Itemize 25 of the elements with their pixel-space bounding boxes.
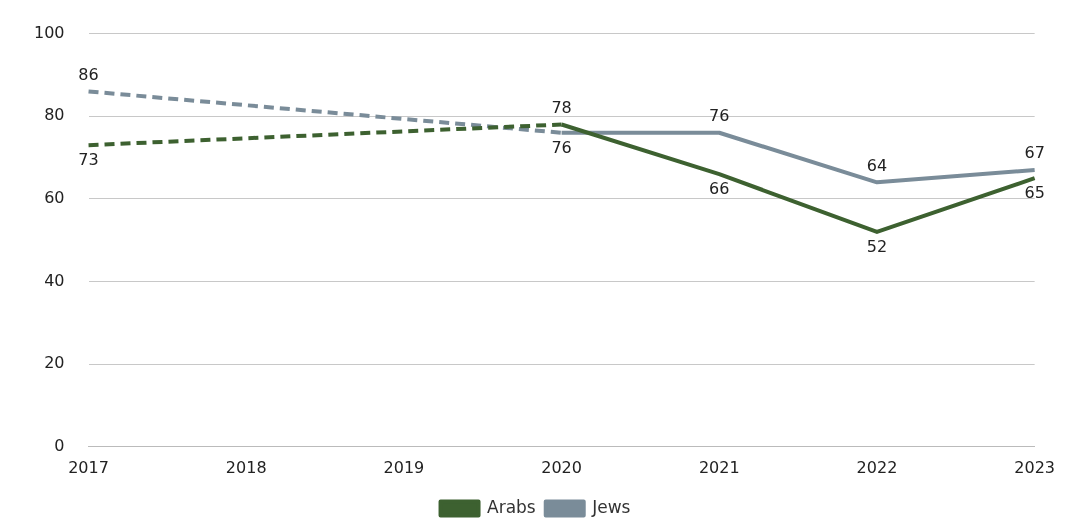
x-tick-label: 2021: [698, 457, 740, 477]
data-label: 78: [551, 97, 572, 117]
data-label: 52: [866, 237, 888, 257]
y-tick-label: 100: [33, 22, 65, 42]
x-tick-label: 2020: [541, 457, 582, 477]
y-tick-label: 60: [44, 188, 65, 208]
x-tick-label: 2022: [856, 457, 898, 477]
legend-label: Arabs: [487, 496, 536, 517]
x-tick-label: 2023: [1014, 457, 1055, 477]
x-tick-label: 2019: [383, 457, 425, 477]
data-label: 66: [709, 179, 730, 199]
y-tick-label: 40: [44, 270, 65, 290]
data-label: 86: [78, 64, 99, 84]
x-tick-label: 2017: [68, 457, 109, 477]
data-label: 64: [866, 155, 888, 175]
legend-label: Jews: [591, 496, 631, 517]
data-label: 65: [1024, 183, 1045, 203]
y-tick-label: 0: [54, 435, 65, 455]
data-label: 76: [551, 137, 572, 157]
y-tick-label: 80: [44, 105, 65, 125]
data-label: 73: [78, 150, 99, 170]
data-label: 67: [1024, 143, 1045, 163]
y-tick-label: 20: [44, 353, 65, 373]
data-label: 76: [709, 105, 730, 125]
x-tick-label: 2018: [225, 457, 267, 477]
